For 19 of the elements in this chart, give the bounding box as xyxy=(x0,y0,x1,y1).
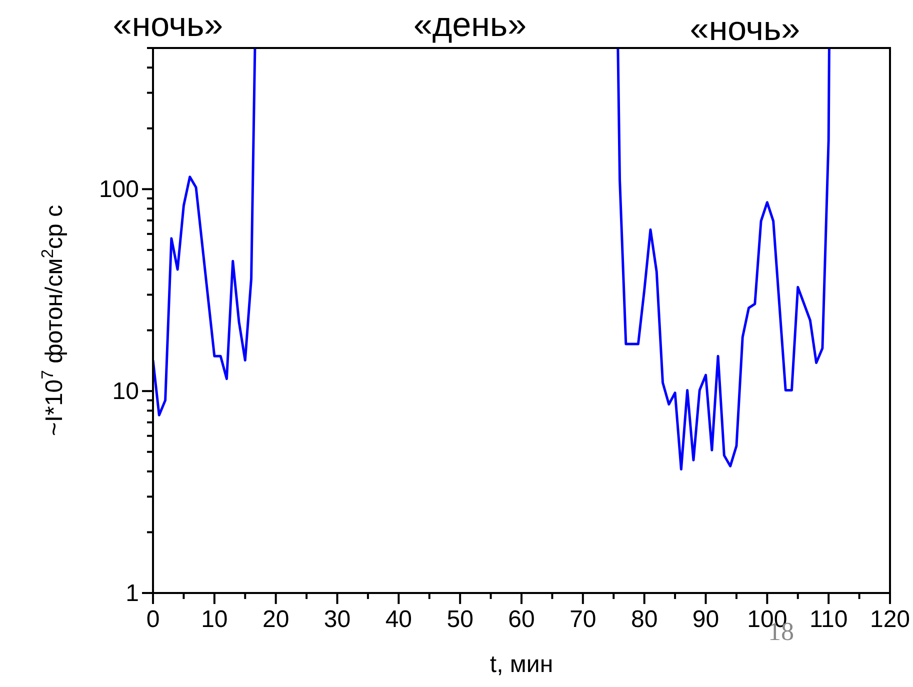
x-tick-label: 30 xyxy=(324,606,351,633)
y-tick-label: 1 xyxy=(126,580,139,607)
x-tick-label: 20 xyxy=(262,606,290,633)
x-tick-label: 80 xyxy=(630,606,658,633)
x-tick-label: 110 xyxy=(809,606,848,633)
x-tick-label: 50 xyxy=(446,606,474,633)
annotation: «ночь» xyxy=(690,10,800,48)
x-axis-title: t, мин xyxy=(490,651,554,678)
x-tick-label: 90 xyxy=(692,606,720,633)
y-tick-label: 100 xyxy=(98,176,139,204)
x-tick-label: 10 xyxy=(201,606,228,633)
y-tick-label: 10 xyxy=(112,378,139,406)
x-tick-label: 60 xyxy=(508,606,535,633)
text: «ночь» xyxy=(112,6,224,44)
x-tick-label: 70 xyxy=(570,606,596,633)
text: «день» xyxy=(413,6,527,44)
x-tick-label: 40 xyxy=(385,606,412,633)
x-tick-label: 120 xyxy=(870,606,910,633)
x-tick-label: 0 xyxy=(146,606,160,633)
